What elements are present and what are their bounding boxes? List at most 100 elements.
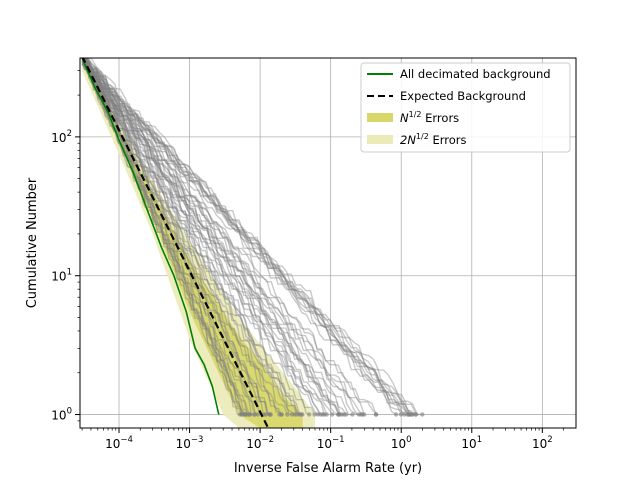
background-trial-line (81, 58, 397, 416)
background-trial-line (81, 60, 353, 416)
background-trial-line (86, 58, 423, 416)
x-axis-label: Inverse False Alarm Rate (yr) (234, 461, 422, 476)
trial-end-marker (413, 412, 419, 417)
background-trial-line (81, 63, 303, 416)
series-decimated (81, 58, 220, 415)
background-trial-line (82, 58, 240, 416)
trial-end-marker (324, 412, 329, 417)
x-tick-label: 101 (461, 435, 482, 451)
trial-end-marker (393, 412, 399, 417)
trial-end-marker (245, 412, 251, 417)
trial-end-marker (360, 412, 365, 417)
background-trial-line (82, 58, 411, 415)
trial-end-marker (279, 412, 284, 417)
background-trial-line (82, 58, 417, 415)
background-trial-line (85, 58, 340, 415)
background-trial-line (85, 58, 408, 415)
background-trial-line (82, 58, 402, 415)
legend-label: N1/2 Errors (400, 110, 459, 125)
background-trial-line (84, 58, 246, 415)
background-trial-line (82, 58, 333, 415)
x-tick-label: 10−3 (176, 435, 204, 451)
x-tick-label: 10−4 (105, 435, 133, 451)
trial-end-marker (267, 412, 272, 417)
background-trial-line (82, 58, 323, 416)
trial-end-marker (336, 412, 341, 417)
trial-end-marker (263, 412, 269, 417)
trial-end-marker (410, 412, 415, 417)
background-trial-line (83, 58, 319, 415)
x-tick-label: 10−1 (317, 435, 345, 451)
x-axis-ticks: 10−4 10−3 10−2 10−1 100 101 102 (81, 428, 564, 451)
y-tick-label: 100 (51, 407, 72, 423)
background-trial-line (84, 58, 283, 416)
background-trial-line (81, 58, 364, 415)
background-trial-line (81, 58, 296, 416)
x-tick-label: 10−2 (246, 435, 274, 451)
legend: All decimated background Expected Backgro… (360, 62, 571, 153)
background-trial-line (84, 58, 410, 415)
background-trial-line (82, 58, 281, 415)
trial-end-marker (356, 412, 362, 417)
background-trial-line (84, 58, 410, 415)
series-expected (81, 58, 270, 428)
background-trial-line (86, 58, 405, 415)
x-tick-label: 100 (391, 435, 412, 451)
plot-frame (79, 57, 577, 429)
trial-end-marker (350, 412, 355, 417)
background-trial-line (81, 58, 377, 415)
background-trial-line (81, 60, 250, 416)
background-trial-line (84, 58, 302, 416)
trial-end-marker (251, 412, 256, 417)
y-tick-label: 101 (51, 268, 72, 284)
x-tick-label: 102 (532, 435, 553, 451)
background-trial-line (83, 58, 245, 416)
background-trial-line (82, 63, 325, 415)
background-trial-line (82, 59, 259, 416)
background-trial-line (83, 58, 283, 415)
background-trial-line (84, 58, 347, 415)
trial-end-marker (299, 412, 304, 417)
trial-end-marker (406, 412, 412, 417)
legend-swatch (367, 135, 393, 144)
y-tick-label: 102 (51, 129, 72, 145)
background-trial-line (82, 62, 293, 416)
background-trial-line (82, 63, 360, 416)
background-trial-line (82, 58, 310, 416)
background-trial-line (82, 59, 328, 415)
legend-box (360, 62, 571, 153)
trial-end-marker (374, 412, 379, 417)
background-trial-line (81, 61, 377, 415)
background-trial-line (83, 58, 301, 415)
background-trial-line (84, 58, 343, 416)
background-trial-line (85, 58, 414, 415)
trial-end-marker (285, 412, 290, 417)
legend-label: All decimated background (400, 67, 551, 81)
legend-swatch (367, 113, 393, 122)
background-trial-line (81, 58, 365, 415)
trial-end-marker (292, 412, 297, 417)
background-trial-line (81, 58, 362, 416)
trial-end-marker (318, 412, 323, 417)
trial-end-marker (341, 412, 347, 417)
y-axis-ticks: 100 101 102 (51, 70, 80, 423)
legend-label: Expected Background (400, 89, 526, 103)
trial-end-marker (307, 412, 312, 417)
series-lines (81, 58, 270, 428)
y-axis-label: Cumulative Number (25, 177, 40, 308)
background-trial-line (82, 58, 413, 416)
background-trial-line (82, 64, 298, 415)
background-trial-line (82, 63, 416, 416)
legend-label: 2N1/2 Errors (400, 132, 466, 147)
trial-end-marker (398, 412, 404, 417)
trial-end-marker (312, 412, 317, 417)
background-trial-line (81, 60, 339, 416)
background-trial-line (81, 61, 316, 415)
background-trial-line (83, 58, 322, 415)
trial-end-marker (420, 412, 425, 417)
background-trial-line (82, 62, 243, 415)
background-trials (81, 58, 425, 417)
trial-end-marker (330, 412, 335, 417)
background-trial-line (82, 60, 341, 415)
